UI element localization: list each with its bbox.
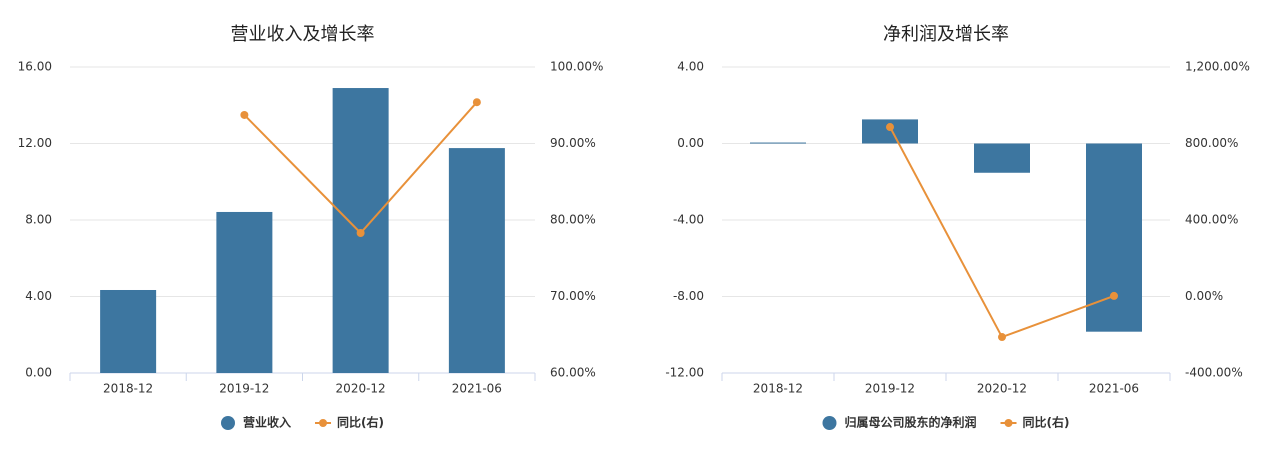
y-tick-label: -12.00 <box>665 366 704 380</box>
legend: 营业收入 同比(右) <box>221 415 384 430</box>
bar <box>216 211 273 373</box>
y2-tick-label: 70.00% <box>550 289 596 303</box>
y-tick-label: 0.00 <box>25 366 52 380</box>
y-tick-label: 4.00 <box>677 60 704 74</box>
y2-tick-label: -400.00% <box>1185 366 1243 380</box>
legend-swatch <box>1004 419 1013 427</box>
y2-tick-label: 80.00% <box>550 213 596 227</box>
y-tick-label: -4.00 <box>673 213 704 227</box>
x-tick-label: 2019-12 <box>865 382 915 396</box>
legend: 归属母公司股东的净利润 同比(右) <box>822 415 1070 430</box>
point <box>472 98 481 107</box>
point <box>886 123 894 132</box>
x-tick-label: 2018-12 <box>753 382 803 396</box>
y2-tick-label: 1,200.00% <box>1185 60 1250 74</box>
x-tick-label: 2019-12 <box>219 382 269 396</box>
y2-tick-label: 90.00% <box>550 136 596 150</box>
x-tick-label: 2020-12 <box>977 382 1027 396</box>
point <box>998 333 1006 342</box>
x-tick-label: 2018-12 <box>103 382 153 396</box>
y2-tick-label: 60.00% <box>550 366 596 380</box>
x-tick-label: 2020-12 <box>336 382 386 396</box>
bar <box>974 143 1030 173</box>
legend-swatch <box>822 416 837 430</box>
y-tick-label: 12.00 <box>18 136 52 150</box>
bar <box>448 148 505 373</box>
y2-tick-label: 400.00% <box>1185 213 1238 227</box>
point <box>240 110 249 119</box>
bar <box>100 289 157 373</box>
legend-label: 归属母公司股东的净利润 <box>845 415 977 430</box>
legend-label: 营业收入 <box>243 415 291 430</box>
bar <box>862 119 918 144</box>
y-tick-label: 16.00 <box>18 60 52 74</box>
y-tick-label: 8.00 <box>25 213 52 227</box>
chart-title: 营业收入及增长率 <box>231 24 375 45</box>
legend-label: 同比(右) <box>1023 415 1070 430</box>
y-tick-label: 0.00 <box>677 136 704 150</box>
legend-swatch <box>319 419 328 427</box>
x-tick-label: 2021-06 <box>452 382 502 396</box>
y-tick-label: -8.00 <box>673 289 704 303</box>
bar <box>750 142 806 144</box>
point <box>356 229 365 238</box>
legend-label: 同比(右) <box>337 415 384 430</box>
point <box>1110 291 1118 300</box>
y2-tick-label: 100.00% <box>550 60 603 74</box>
bar <box>1086 143 1142 332</box>
x-tick-label: 2021-06 <box>1089 382 1139 396</box>
chart-title: 净利润及增长率 <box>883 24 1009 45</box>
y2-tick-label: 800.00% <box>1185 136 1238 150</box>
y-tick-label: 4.00 <box>25 289 52 303</box>
legend-swatch <box>221 416 235 430</box>
y2-tick-label: 0.00% <box>1185 289 1223 303</box>
